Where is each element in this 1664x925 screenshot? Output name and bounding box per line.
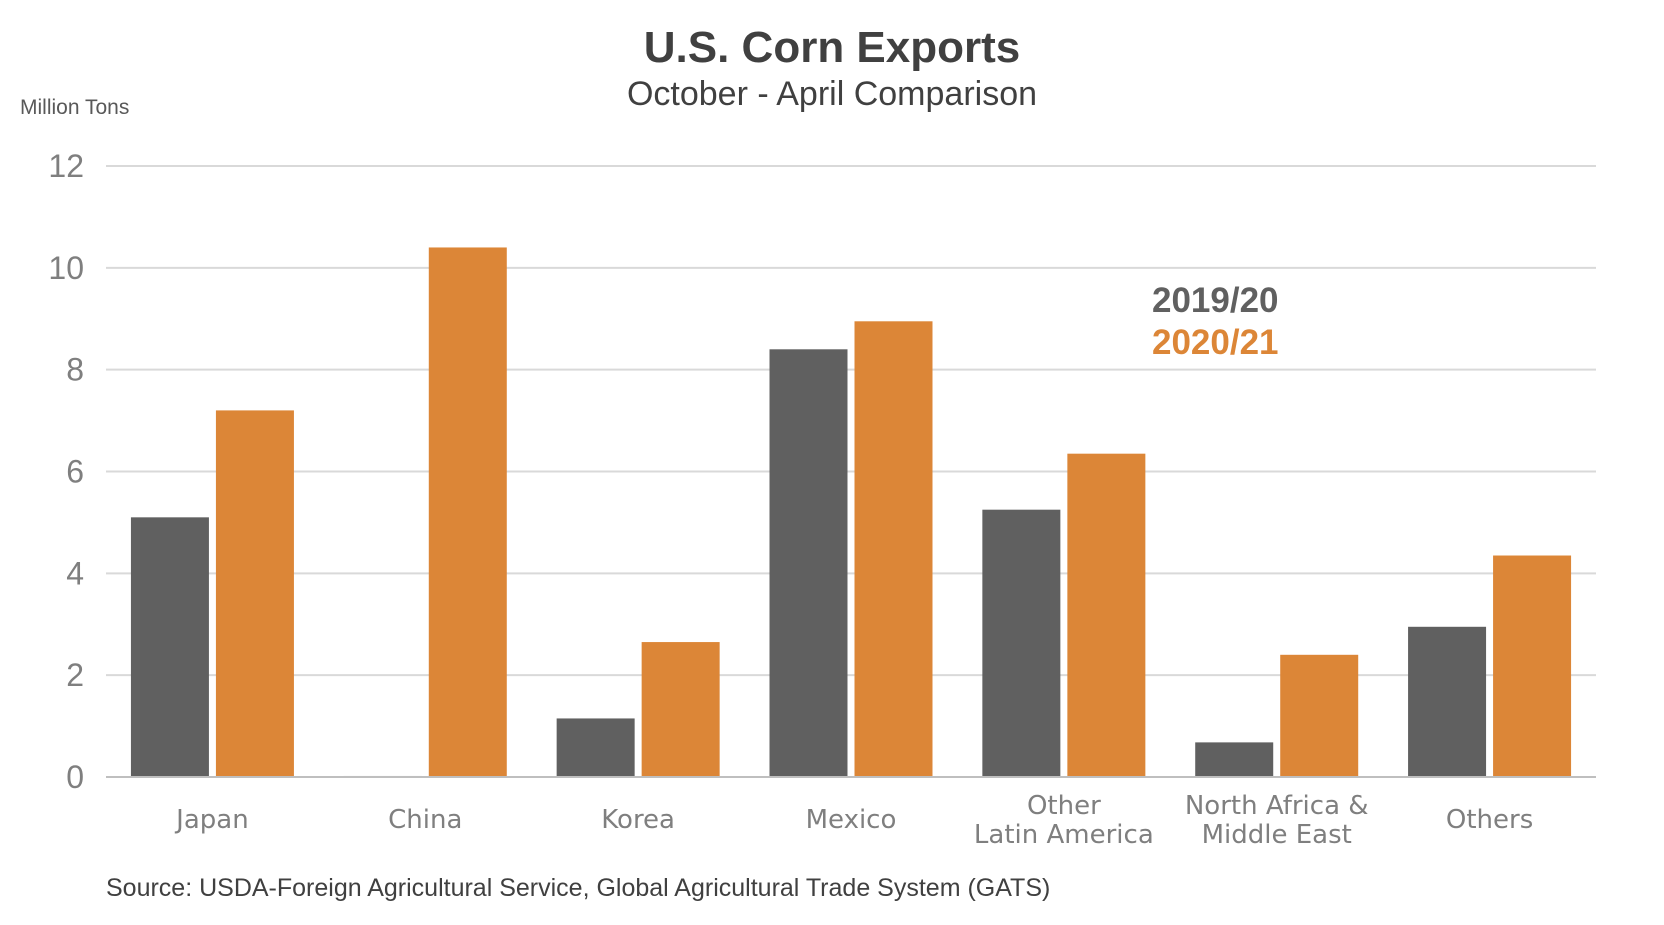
x-tick-label: Korea [601, 805, 675, 835]
gridlines [106, 165, 1596, 677]
bar-2019-20-others [1408, 626, 1487, 777]
bar-2019-20-north-africa-middle-east [1195, 742, 1274, 777]
x-tick-label: Latin America [974, 820, 1154, 850]
bar-2020-21-north-africa-middle-east [1280, 654, 1359, 777]
legend-entry-2019-20: 2019/20 [1152, 281, 1279, 320]
bar-2019-20-mexico [769, 349, 848, 777]
legend: 2019/20 2020/21 [1152, 281, 1279, 362]
bar-2019-20-other-latin-america [982, 509, 1061, 777]
bar-2020-21-mexico [854, 321, 933, 777]
x-tick-label: Others [1446, 805, 1533, 835]
y-axis-ticks: 0 2 4 6 8 10 12 [48, 148, 84, 795]
x-tick-label: North Africa & [1185, 791, 1369, 821]
bar-2020-21-korea [641, 642, 720, 777]
bars [130, 247, 1572, 777]
y-tick-label: 8 [66, 352, 84, 388]
x-tick-label: Other [1027, 791, 1101, 821]
source-note: Source: USDA-Foreign Agricultural Servic… [106, 874, 1050, 902]
chart-title: U.S. Corn Exports [644, 23, 1021, 72]
y-tick-label: 6 [66, 454, 84, 490]
y-axis-label: Million Tons [20, 96, 129, 119]
y-tick-label: 12 [48, 148, 84, 184]
bar-2020-21-other-latin-america [1067, 453, 1146, 777]
bar-2019-20-japan [130, 517, 209, 777]
x-tick-label: Middle East [1202, 820, 1352, 850]
y-tick-label: 0 [66, 759, 84, 795]
x-tick-label: China [388, 805, 462, 835]
bar-2020-21-japan [215, 410, 294, 777]
chart-subtitle: October - April Comparison [627, 75, 1037, 113]
y-tick-label: 10 [48, 250, 84, 286]
bar-2020-21-china [428, 247, 507, 777]
legend-entry-2020-21: 2020/21 [1152, 323, 1279, 362]
bar-2019-20-korea [556, 718, 635, 777]
bar-2020-21-others [1493, 555, 1572, 777]
y-tick-label: 4 [66, 555, 84, 591]
y-tick-label: 2 [66, 657, 84, 693]
x-tick-label: Mexico [806, 805, 897, 835]
x-tick-label: Japan [174, 805, 249, 835]
